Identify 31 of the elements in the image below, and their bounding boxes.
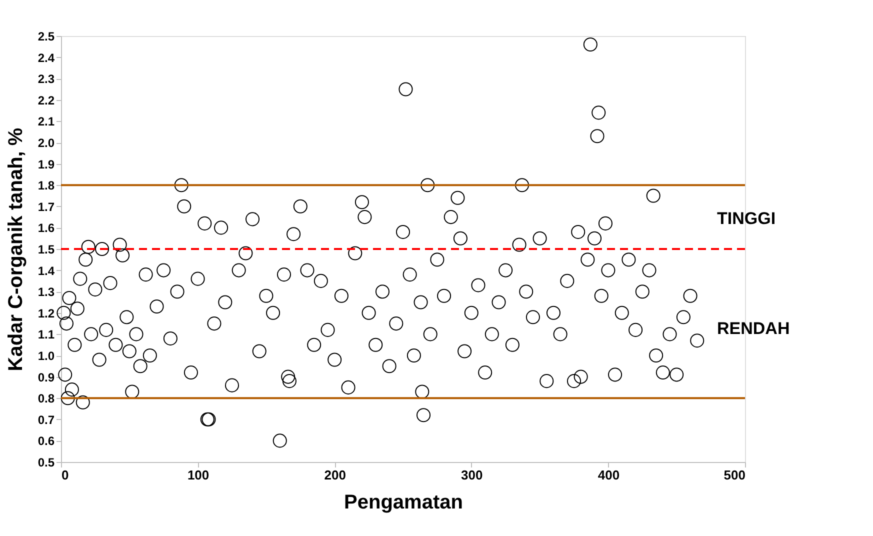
y-tick-label: 1.5: [38, 242, 55, 256]
y-tick-label: 1.8: [38, 178, 55, 193]
y-tick-label: 1.2: [38, 306, 55, 320]
y-tick-label: 0.5: [38, 456, 55, 470]
x-tick-label: 300: [461, 468, 483, 482]
y-tick-label: 1.4: [38, 264, 55, 278]
y-tick-label: 0.8: [38, 392, 55, 406]
y-tick-label: 0.7: [38, 412, 55, 427]
y-tick-label: 2.2: [38, 93, 55, 108]
y-tick-label: 2.0: [38, 136, 55, 150]
x-tick-label: 400: [598, 468, 620, 482]
y-tick-label: 1.6: [38, 221, 55, 236]
y-tick-label: 2.4: [38, 50, 55, 65]
y-tick-label: 1.7: [38, 200, 55, 214]
x-tick-label: 500: [724, 468, 746, 482]
annotation: TINGGI: [717, 209, 776, 228]
y-tick-label: 2.5: [38, 30, 55, 44]
y-tick-label: 1.9: [38, 157, 55, 172]
y-tick-label: 1.0: [38, 349, 55, 363]
y-tick-label: 0.6: [38, 434, 55, 448]
y-tick-label: 2.3: [38, 72, 55, 86]
x-tick-label: 100: [187, 468, 210, 482]
x-axis-title: Pengamatan: [344, 492, 463, 514]
y-axis-title: Kadar C-organik tanah, %: [4, 128, 27, 372]
x-tick-label: 0: [62, 468, 69, 482]
y-tick-label: 1.1: [38, 328, 55, 342]
annotation: RENDAH: [717, 319, 790, 338]
y-tick-label: 1.3: [38, 285, 55, 300]
x-tick-label: 200: [324, 468, 346, 482]
y-tick-label: 2.1: [38, 114, 55, 129]
y-tick-label: 0.9: [38, 370, 55, 384]
